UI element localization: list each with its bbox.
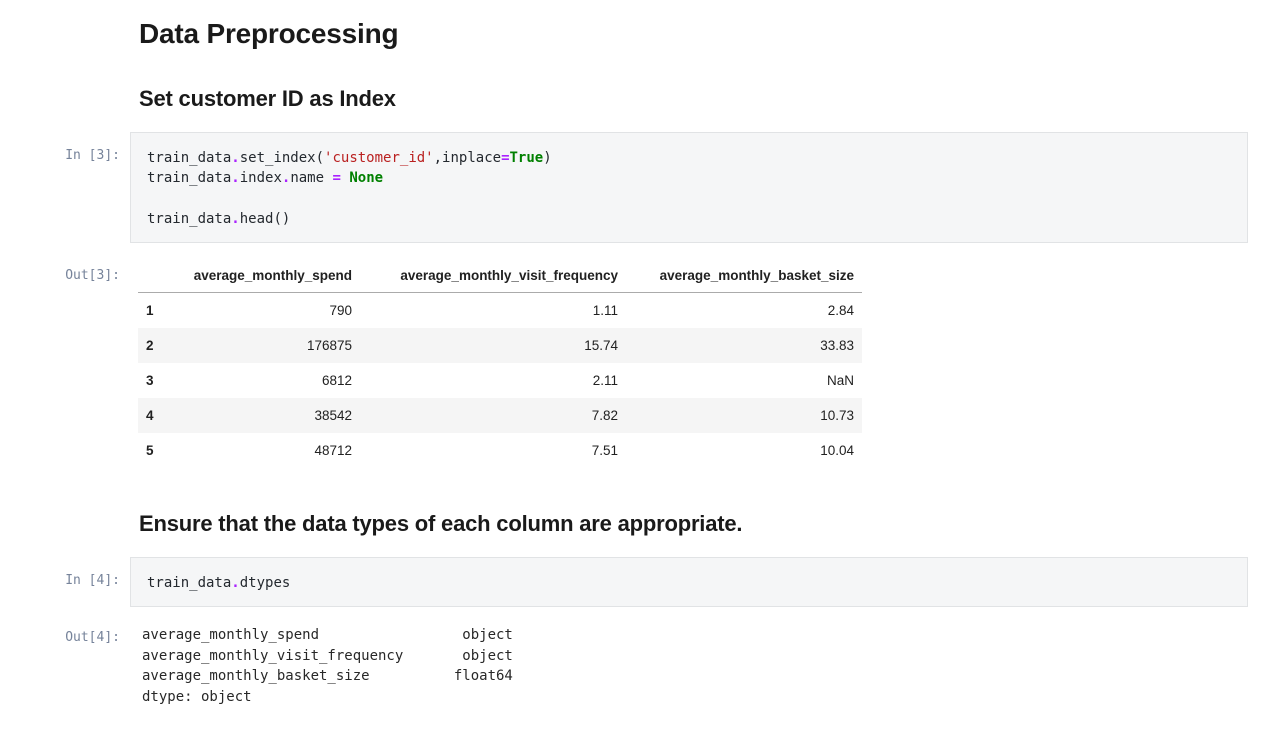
code-editor-in3[interactable]: train_data.set_index('customer_id',inpla… [130, 132, 1248, 244]
cell-value: 1.11 [592, 303, 618, 319]
code-line: train_data.dtypes [147, 573, 1231, 593]
cell-value: 6812 [321, 373, 352, 389]
code-token: . [231, 210, 240, 227]
column-header: average_monthly_spend [164, 263, 360, 294]
table-row: 4 38542 7.82 10.73 [138, 398, 862, 434]
prompt-gutter: Out[3]: [0, 263, 130, 284]
code-token: index [239, 170, 282, 187]
code-token: name [290, 170, 325, 187]
prompt-gutter: In [4]: [0, 557, 130, 589]
output-line: average_monthly_visit_frequency object [142, 647, 513, 664]
row-index: 1 [146, 303, 154, 319]
table-row: 2 176875 15.74 33.83 [138, 328, 862, 364]
code-line: train_data.index.name = None [147, 168, 1231, 188]
row-index: 3 [146, 373, 154, 389]
cell-value: 33.83 [820, 338, 854, 354]
output-line: dtype: object [142, 688, 252, 705]
cell-value: 176875 [306, 338, 352, 354]
code-token: set_index [239, 150, 316, 166]
code-token: = [332, 170, 341, 187]
cell-value: 15.74 [584, 338, 618, 354]
table-row: 1 790 1.11 2.84 [138, 293, 862, 329]
output-prompt-3: Out[3]: [65, 268, 120, 284]
output-line: average_monthly_basket_size float64 [142, 668, 513, 685]
cell-value: 2.11 [592, 373, 618, 389]
dataframe-table: average_monthly_spend average_monthly_vi… [138, 263, 862, 468]
code-token: . [231, 170, 240, 187]
output-cell-row-out3: Out[3]: average_monthly_spend average_mo… [0, 263, 1276, 468]
dataframe-output: average_monthly_spend average_monthly_vi… [130, 263, 1276, 468]
code-token: train_data [147, 150, 232, 166]
code-token: . [231, 150, 240, 166]
input-prompt-4: In [4]: [65, 573, 120, 589]
code-token: , [433, 150, 443, 166]
code-token: ( [315, 150, 325, 166]
code-token: dtypes [239, 575, 291, 592]
code-token: train_data [147, 575, 232, 592]
cell-value: 10.73 [820, 408, 854, 424]
code-token: . [231, 575, 240, 592]
code-line: train_data.set_index('customer_id',inpla… [147, 148, 1231, 168]
index-corner-cell [138, 263, 164, 294]
table-header-row: average_monthly_spend average_monthly_vi… [138, 263, 862, 294]
section-heading-set-index: Set customer ID as Index [139, 86, 396, 111]
code-token: . [281, 170, 291, 187]
code-token-string: 'customer_id' [324, 150, 434, 166]
code-token: ) [543, 150, 552, 166]
output-line: average_monthly_spend object [142, 627, 513, 644]
cell-value: 7.51 [591, 443, 618, 459]
cell-value: NaN [826, 373, 854, 389]
cell-value: 790 [329, 303, 352, 319]
cell-value: 10.04 [820, 443, 854, 459]
row-index: 4 [146, 408, 154, 424]
code-token: train_data [147, 210, 232, 227]
row-index: 5 [146, 443, 154, 459]
code-line: train_data.head() [147, 209, 1231, 229]
code-token-keyword: True [509, 150, 544, 166]
code-token: train_data [147, 170, 232, 187]
column-header: average_monthly_basket_size [626, 263, 862, 294]
prompt-gutter: In [3]: [0, 132, 130, 164]
code-token: = [501, 150, 510, 166]
code-token: inplace [442, 150, 502, 166]
table-row: 3 6812 2.11 NaN [138, 363, 862, 398]
cell-value: 48712 [314, 443, 352, 459]
column-header: average_monthly_visit_frequency [360, 263, 626, 294]
output-cell-row-out4: Out[4]: average_monthly_spend object ave… [0, 625, 1276, 707]
cell-value: 2.84 [827, 303, 854, 319]
cell-value: 38542 [314, 408, 352, 424]
cell-value: 7.82 [591, 408, 618, 424]
code-editor-in4[interactable]: train_data.dtypes [130, 557, 1248, 608]
code-cell-row-in3: In [3]: train_data.set_index('customer_i… [0, 132, 1276, 244]
dtypes-output: average_monthly_spend object average_mon… [130, 625, 1276, 707]
input-prompt-3: In [3]: [65, 148, 120, 163]
prompt-gutter: Out[4]: [0, 625, 130, 646]
code-line-blank [147, 189, 1231, 209]
row-index: 2 [146, 338, 154, 354]
code-token: () [273, 210, 291, 227]
page-title: Data Preprocessing [139, 18, 399, 49]
output-prompt-4: Out[4]: [65, 630, 120, 646]
table-row: 5 48712 7.51 10.04 [138, 433, 862, 468]
code-token-keyword: None [349, 170, 384, 187]
section-heading-dtypes: Ensure that the data types of each colum… [139, 511, 743, 537]
code-cell-row-in4: In [4]: train_data.dtypes [0, 557, 1276, 608]
code-token: head [239, 210, 274, 227]
